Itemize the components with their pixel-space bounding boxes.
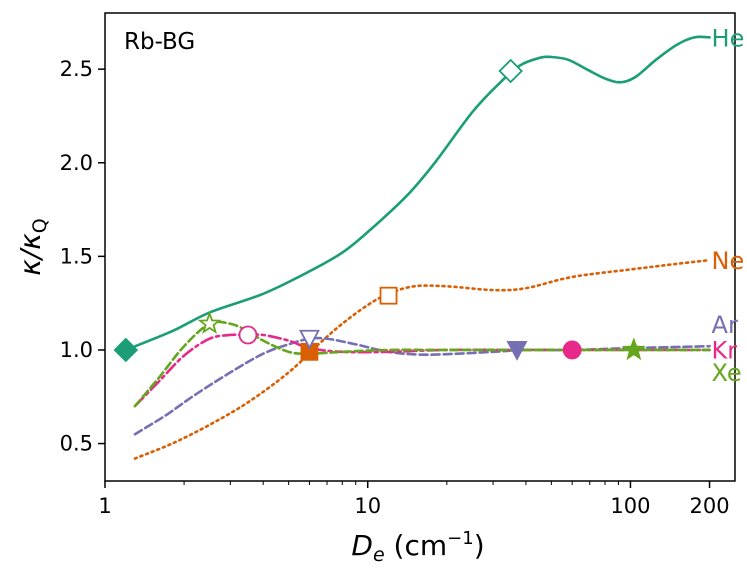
marker-xe-filled: [621, 337, 646, 361]
series-markers: [113, 58, 646, 363]
x-axis-label: De (cm−1): [351, 528, 484, 566]
x-tick-label: 10: [354, 494, 381, 518]
series-label-ne: Ne: [712, 247, 745, 275]
series-label-ar: Ar: [712, 311, 738, 339]
series-line-he: [124, 35, 711, 352]
panel-label: Rb-BG: [124, 29, 195, 55]
y-tick-label: 1.0: [60, 338, 93, 362]
y-tick-label: 0.5: [60, 432, 93, 456]
marker-ar-filled: [506, 341, 528, 361]
y-tick-label: 2.0: [60, 151, 93, 175]
marker-kr-open: [238, 325, 258, 345]
marker-ar-open: [298, 329, 320, 350]
plot-area: [104, 12, 736, 482]
series-label-kr: Kr: [712, 337, 738, 365]
x-tick-label: 100: [610, 494, 650, 518]
marker-kr-filled: [562, 340, 582, 360]
series-label-he: He: [712, 24, 745, 52]
marker-he-open: [498, 58, 523, 84]
x-tick-label: 1: [98, 494, 111, 518]
y-tick-label: 1.5: [60, 244, 93, 268]
x-tick-label: 200: [689, 494, 729, 518]
y-tick-label: 2.5: [60, 57, 93, 81]
y-axis-label: κ/κQ: [14, 218, 51, 275]
series-label-xe: Xe: [712, 359, 742, 387]
marker-he-filled: [113, 337, 139, 363]
marker-ne-open: [379, 286, 398, 305]
axis-ticks: 1 10 100 200 0.5 1.0 1.5 2.0 2.5: [60, 57, 730, 518]
marker-xe-open: [197, 311, 222, 334]
